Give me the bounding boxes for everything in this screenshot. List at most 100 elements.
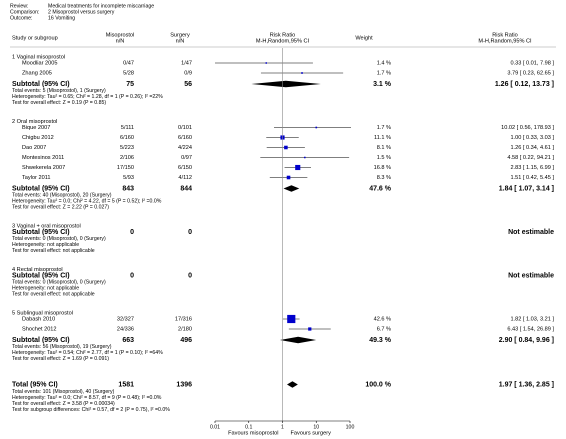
header-text: 16 Vomiting xyxy=(48,15,75,21)
ctrl-count: 17/316 xyxy=(175,316,192,322)
effect-marker xyxy=(308,327,312,331)
exp-count: 5/28 xyxy=(123,70,134,76)
x-tick-label: 1 xyxy=(281,424,284,430)
weight: 16.8 % xyxy=(374,165,391,171)
column-header: M-H,Random,95% CI xyxy=(256,38,310,44)
group-label: 4 Rectal misoprostol xyxy=(12,267,63,273)
risk-ratio: 1.26 [ 0.12, 13.73 ] xyxy=(495,81,554,88)
summary-name: Subtotal (95% CI) xyxy=(12,81,70,88)
risk-ratio: 1.97 [ 1.36, 2.85 ] xyxy=(499,381,554,388)
weight: 42.6 % xyxy=(374,316,391,322)
ctrl-count: 56 xyxy=(184,81,192,88)
ctrl-count: 496 xyxy=(180,337,192,344)
risk-ratio: 4.58 [ 0.22, 94.21 ] xyxy=(507,155,554,161)
ctrl-count: 0 xyxy=(188,229,192,236)
study-name: Montesinos 2011 xyxy=(22,155,64,161)
column-header: Weight xyxy=(355,35,373,41)
column-header: M-H,Random,95% CI xyxy=(478,38,532,44)
exp-count: 32/327 xyxy=(117,316,134,322)
exp-count: 0/47 xyxy=(123,60,134,66)
group-label: 1 Vaginal misoprostol xyxy=(12,54,65,60)
summary-name: Subtotal (95% CI) xyxy=(12,272,70,279)
group-footer: Heterogeneity: Tau² = 0.65; Chi² = 1.28,… xyxy=(12,94,163,100)
summary-diamond xyxy=(279,336,317,344)
risk-ratio: 1.51 [ 0.42, 5.45 ] xyxy=(510,175,554,181)
study-name: Moodliar 2005 xyxy=(22,60,57,66)
column-header: Surgery xyxy=(170,32,190,38)
risk-ratio: 1.00 [ 0.33, 3.03 ] xyxy=(510,135,554,141)
overall-footer: Test for subgroup differences: Chi² = 0.… xyxy=(12,407,170,413)
ctrl-count: 0 xyxy=(188,272,192,279)
ctrl-count: 0/9 xyxy=(184,70,192,76)
study-name: Zhang 2005 xyxy=(22,70,52,76)
summary-diamond xyxy=(287,381,298,388)
exp-count: 75 xyxy=(126,81,134,88)
favours-right: Favours surgery xyxy=(291,430,332,436)
effect-marker xyxy=(304,156,306,159)
x-tick-label: 0.1 xyxy=(245,424,252,430)
ctrl-count: 4/112 xyxy=(178,175,192,181)
ctrl-count: 0/101 xyxy=(178,125,192,131)
header-label: Outcome: xyxy=(10,15,33,21)
group-footer: Test for overall effect: Z = 2.22 (P = 0… xyxy=(12,204,109,210)
exp-count: 5/93 xyxy=(123,175,134,181)
ctrl-count: 4/224 xyxy=(178,145,192,151)
weight: 1.7 % xyxy=(377,70,391,76)
column-header: Risk Ratio xyxy=(270,32,296,38)
header-label: Review: xyxy=(10,3,28,9)
weight: 8.3 % xyxy=(377,175,391,181)
group-footer: Total events: 40 (Misoprostol), 20 (Surg… xyxy=(12,192,112,198)
ctrl-count: 844 xyxy=(180,185,192,192)
exp-count: 24/336 xyxy=(117,326,134,332)
group-label: 2 Oral misoprostol xyxy=(12,119,57,125)
column-header: Risk Ratio xyxy=(492,32,518,38)
group-footer: Heterogeneity: not applicable xyxy=(12,242,79,248)
ctrl-count: 1/47 xyxy=(181,60,192,66)
weight: 49.3 % xyxy=(369,337,392,344)
column-header: n/N xyxy=(176,38,185,44)
group-footer: Test for overall effect: Z = 0.19 (P = 0… xyxy=(12,100,106,106)
summary-name: Subtotal (95% CI) xyxy=(12,185,70,192)
risk-ratio: 2.90 [ 0.84, 9.96 ] xyxy=(499,337,554,344)
summary-name: Total (95% CI) xyxy=(12,381,58,388)
weight: 8.1 % xyxy=(377,145,391,151)
exp-count: 6/160 xyxy=(120,135,134,141)
group-label: 5 Sublingual misoprostol xyxy=(12,310,73,316)
risk-ratio: 1.26 [ 0.34, 4.61 ] xyxy=(510,145,554,151)
risk-ratio: Not estimable xyxy=(508,229,554,236)
risk-ratio: 3.79 [ 0.23, 62.65 ] xyxy=(507,70,554,76)
study-name: Taylor 2011 xyxy=(22,175,51,181)
exp-count: 17/150 xyxy=(117,165,134,171)
study-name: Shochet 2012 xyxy=(22,326,57,332)
exp-count: 5/223 xyxy=(120,145,134,151)
x-tick-label: 100 xyxy=(346,424,355,430)
study-name: Shwekerela 2007 xyxy=(22,165,65,171)
effect-marker xyxy=(301,72,303,74)
ctrl-count: 0/97 xyxy=(181,155,192,161)
x-tick-label: 0.01 xyxy=(210,424,220,430)
risk-ratio: 2.83 [ 1.15, 6.99 ] xyxy=(510,165,554,171)
study-name: Dabash 2010 xyxy=(22,316,55,322)
exp-count: 0 xyxy=(130,229,134,236)
weight: 1.7 % xyxy=(377,125,391,131)
exp-count: 0 xyxy=(130,272,134,279)
overall-footer: Total events: 101 (Misoprostol), 40 (Sur… xyxy=(12,389,115,395)
effect-marker xyxy=(287,314,296,324)
x-tick-label: 10 xyxy=(313,424,319,430)
weight: 11.1 % xyxy=(374,135,391,141)
group-footer: Heterogeneity: Tau² = 0.0; Chi² = 4.22, … xyxy=(12,198,162,204)
summary-diamond xyxy=(283,185,300,192)
exp-count: 1581 xyxy=(118,381,134,388)
header-label: Comparison: xyxy=(10,9,39,15)
group-footer: Heterogeneity: not applicable xyxy=(12,285,79,291)
study-name: Bique 2007 xyxy=(22,125,50,131)
ctrl-count: 1396 xyxy=(176,381,192,388)
favours-left: Favours misoprostol xyxy=(228,430,278,436)
group-footer: Heterogeneity: Tau² = 0.54; Chi² = 2.77,… xyxy=(12,350,163,356)
summary-name: Subtotal (95% CI) xyxy=(12,337,70,344)
effect-marker xyxy=(265,62,267,64)
exp-count: 5/111 xyxy=(121,125,134,131)
group-footer: Test for overall effect: Z = 1.69 (P = 0… xyxy=(12,356,109,362)
group-footer: Total events: 0 (Misoprostol), 0 (Surger… xyxy=(12,236,106,242)
